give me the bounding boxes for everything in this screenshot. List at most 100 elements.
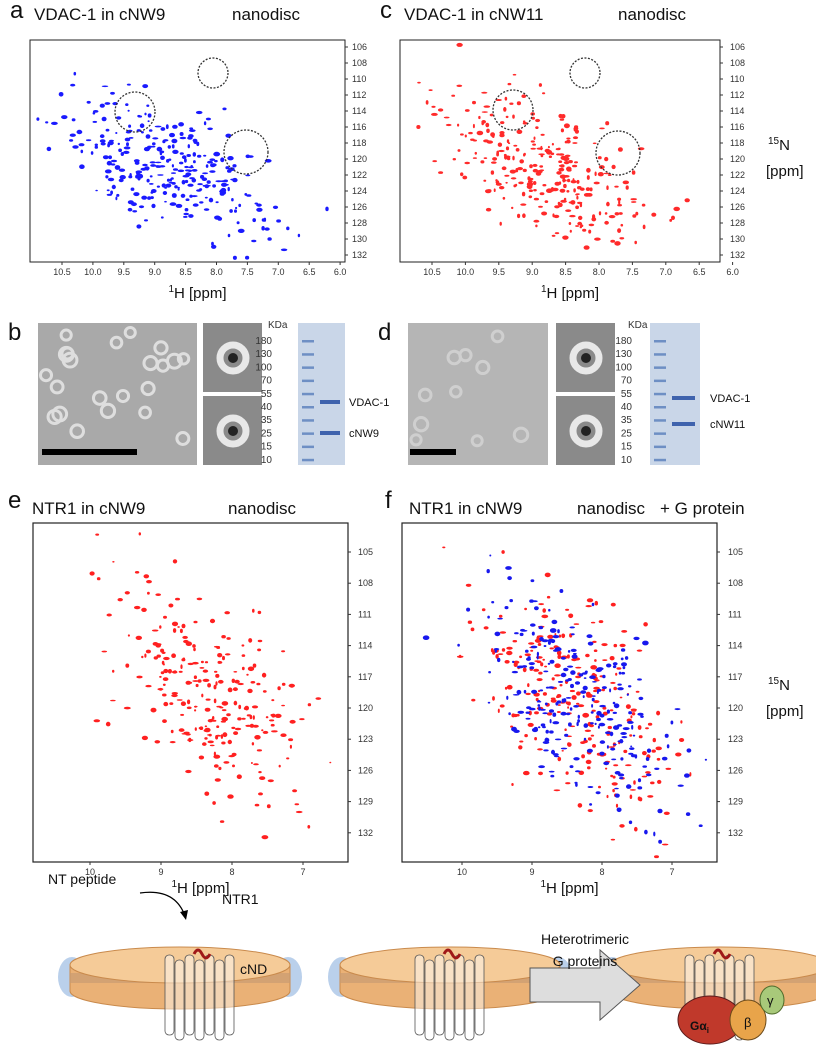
peak: [506, 695, 509, 700]
y-tick-label: 120: [728, 703, 743, 713]
peak: [162, 140, 166, 144]
particle-core: [581, 353, 591, 363]
peak: [586, 193, 593, 197]
peak: [185, 680, 192, 685]
peak: [289, 744, 292, 749]
marker-label: 180: [255, 336, 272, 347]
peak: [92, 111, 96, 115]
peak: [117, 142, 121, 146]
peaks: [422, 546, 708, 859]
peak: [211, 244, 217, 249]
peak: [487, 189, 492, 192]
peak: [582, 713, 585, 717]
peak: [546, 712, 553, 716]
peak: [174, 185, 178, 189]
peak: [297, 233, 301, 238]
peak: [125, 103, 129, 106]
peak: [613, 764, 619, 767]
peak: [586, 167, 591, 173]
peak: [266, 804, 271, 809]
peak: [175, 203, 183, 208]
peak: [152, 142, 156, 146]
peak: [617, 147, 623, 152]
peak: [527, 656, 531, 659]
peak: [509, 169, 517, 174]
peak: [670, 720, 674, 725]
ligand: [712, 948, 732, 960]
peak: [630, 708, 637, 711]
y-tick-label: 118: [730, 138, 744, 148]
peak: [252, 608, 255, 613]
peak: [585, 759, 592, 765]
peak: [194, 709, 197, 712]
peak: [620, 657, 624, 661]
peak: [651, 212, 657, 217]
peak: [577, 186, 582, 190]
peak: [642, 765, 647, 768]
peak: [548, 155, 553, 158]
peak: [679, 738, 685, 742]
g-alpha-text: Gα: [690, 1019, 707, 1033]
y-tick-label: 111: [358, 609, 372, 619]
peak: [485, 122, 490, 128]
peak: [657, 808, 663, 814]
peak: [625, 764, 632, 767]
peak: [238, 704, 242, 710]
peak: [541, 211, 548, 216]
peak: [233, 731, 239, 735]
peak: [445, 123, 452, 127]
peak: [213, 698, 217, 704]
x-tick-label: 9.5: [118, 267, 131, 277]
peak: [489, 113, 494, 117]
peak: [531, 116, 535, 120]
peak: [476, 130, 484, 136]
peak: [215, 681, 218, 686]
peak: [638, 797, 643, 802]
peak: [185, 733, 191, 736]
peak: [428, 89, 433, 91]
peak: [571, 695, 577, 700]
peak: [185, 769, 192, 774]
peak: [538, 671, 543, 675]
peak: [160, 671, 165, 675]
peak: [647, 795, 654, 798]
peak: [129, 173, 132, 177]
peak: [593, 181, 600, 185]
peak: [487, 701, 491, 704]
peak: [163, 701, 169, 707]
peak: [179, 152, 184, 155]
y-tick-label: 114: [358, 641, 372, 651]
peak: [519, 655, 523, 659]
peak: [637, 147, 645, 151]
helix: [414, 954, 425, 1036]
peak: [144, 219, 148, 222]
peak: [216, 705, 222, 708]
peak: [565, 701, 569, 705]
peak: [492, 133, 495, 138]
ladder-band: [302, 353, 314, 356]
peak: [99, 103, 105, 108]
peak: [613, 643, 618, 648]
peak: [246, 673, 249, 676]
peak: [150, 196, 154, 200]
peak: [644, 829, 648, 835]
peak: [169, 702, 174, 705]
marker-label: 15: [261, 442, 273, 453]
peak: [531, 631, 535, 636]
peak: [617, 204, 622, 207]
peak: [110, 91, 115, 95]
peak: [563, 123, 570, 129]
peak: [612, 711, 617, 715]
peak: [543, 670, 549, 673]
peak: [590, 711, 594, 714]
x-tick-label: 10.0: [457, 267, 475, 277]
peak: [567, 706, 570, 709]
peak: [207, 127, 213, 131]
peak: [619, 824, 625, 828]
peak: [544, 665, 548, 668]
particle: [99, 402, 117, 420]
peak: [607, 174, 612, 176]
peak: [588, 229, 592, 234]
peak: [186, 706, 192, 710]
peak: [516, 689, 522, 695]
